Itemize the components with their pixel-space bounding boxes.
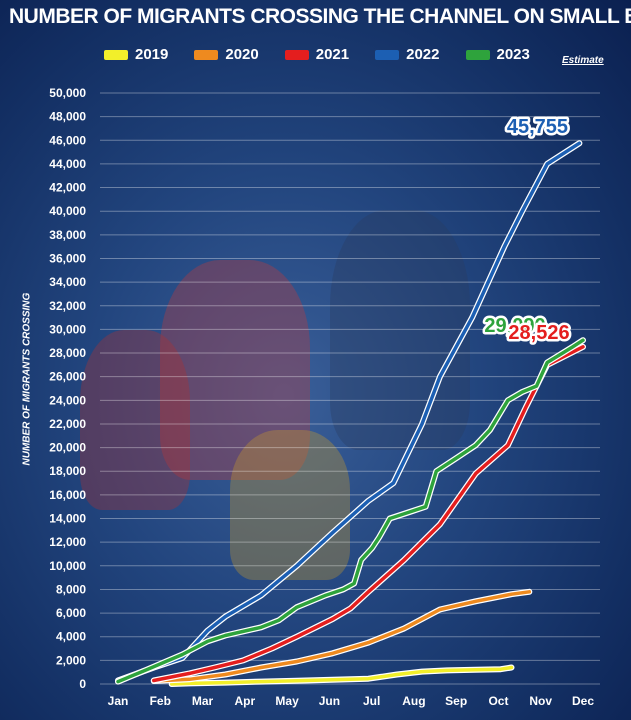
y-tick-label: 24,000 [49, 393, 86, 407]
x-tick-label: Feb [150, 694, 171, 708]
x-tick-label: Dec [572, 694, 594, 708]
end-value-label-halo: 45,755 [507, 116, 568, 138]
y-tick-label: 2,000 [56, 653, 86, 667]
legend-swatch [104, 49, 128, 60]
legend-item-2022: 2022 [375, 46, 440, 63]
end-value-label-2021: 28,526 [508, 322, 569, 344]
y-tick-label: 46,000 [49, 133, 86, 147]
end-value-label-2022: 45,755 [507, 116, 568, 138]
y-tick-label: 44,000 [49, 157, 86, 171]
y-tick-label: 26,000 [49, 370, 86, 384]
background-photo [160, 260, 310, 480]
y-tick-label: 8,000 [56, 582, 86, 596]
background-photo-figure [230, 430, 350, 580]
legend-swatch [375, 49, 400, 60]
end-value-label-halo: 29,090 [484, 315, 545, 337]
x-tick-label: Oct [488, 694, 508, 708]
x-tick-label: Apr [234, 694, 255, 708]
y-tick-label: 4,000 [56, 630, 86, 644]
series-line-2022 [116, 141, 582, 683]
legend-item-2021: 2021 [284, 46, 350, 63]
y-tick-label: 34,000 [49, 275, 86, 289]
y-tick-label: 6,000 [56, 606, 86, 620]
x-tick-label: Nov [529, 694, 552, 708]
series-line-halo [115, 140, 583, 684]
y-tick-label: 10,000 [49, 559, 86, 573]
x-tick-label: Mar [192, 694, 214, 708]
x-tick-label: Jul [363, 694, 380, 708]
y-tick-label: 16,000 [49, 488, 86, 502]
chart-title: NUMBER OF MIGRANTS CROSSING THE CHANNEL … [9, 5, 631, 28]
legend-item-2020: 2020 [194, 46, 259, 63]
end-value-label-halo: 28,526 [508, 322, 569, 344]
x-tick-label: Sep [445, 694, 467, 708]
y-tick-label: 38,000 [49, 228, 86, 242]
series-line-2023 [116, 338, 585, 684]
x-tick-label: May [275, 694, 299, 708]
x-tick-label: Jan [108, 694, 129, 708]
series-line-halo [115, 337, 586, 685]
y-tick-label: 12,000 [49, 535, 86, 549]
y-tick-label: 50,000 [49, 86, 86, 100]
legend-label: 2022 [406, 46, 440, 63]
end-value-label-2023: 29,090 [484, 315, 545, 337]
y-tick-label: 20,000 [49, 441, 86, 455]
y-tick-label: 0 [79, 677, 86, 691]
legend-label: 2020 [225, 46, 259, 63]
y-tick-label: 32,000 [49, 299, 86, 313]
background-photo-figure [330, 210, 470, 450]
x-tick-label: Jun [319, 694, 340, 708]
y-tick-label: 28,000 [49, 346, 86, 360]
legend-label: 2021 [315, 46, 350, 63]
legend: 2019 2020 2021 2022 2023 [104, 46, 530, 63]
series-line-2020 [152, 590, 532, 683]
y-tick-label: 42,000 [49, 181, 86, 195]
legend-item-2023: 2023 [465, 46, 530, 63]
legend-label: 2023 [496, 46, 530, 63]
x-tick-label: Aug [402, 694, 425, 708]
legend-swatch [465, 49, 490, 60]
y-tick-label: 36,000 [49, 251, 86, 265]
legend-label: 2019 [135, 46, 169, 63]
y-tick-label: 18,000 [49, 464, 86, 478]
legend-swatch [194, 49, 219, 60]
y-tick-label: 30,000 [49, 322, 86, 336]
y-tick-label: 40,000 [49, 204, 86, 218]
legend-swatch [284, 49, 309, 60]
estimate-link[interactable]: Estimate [562, 55, 604, 66]
y-tick-label: 48,000 [49, 110, 86, 124]
series-line-2021 [152, 345, 585, 683]
series-line-2019 [169, 665, 514, 686]
legend-item-2019: 2019 [104, 46, 168, 63]
y-tick-label: 14,000 [49, 512, 86, 526]
background-photo-figure [80, 330, 190, 510]
y-tick-label: 22,000 [49, 417, 86, 431]
